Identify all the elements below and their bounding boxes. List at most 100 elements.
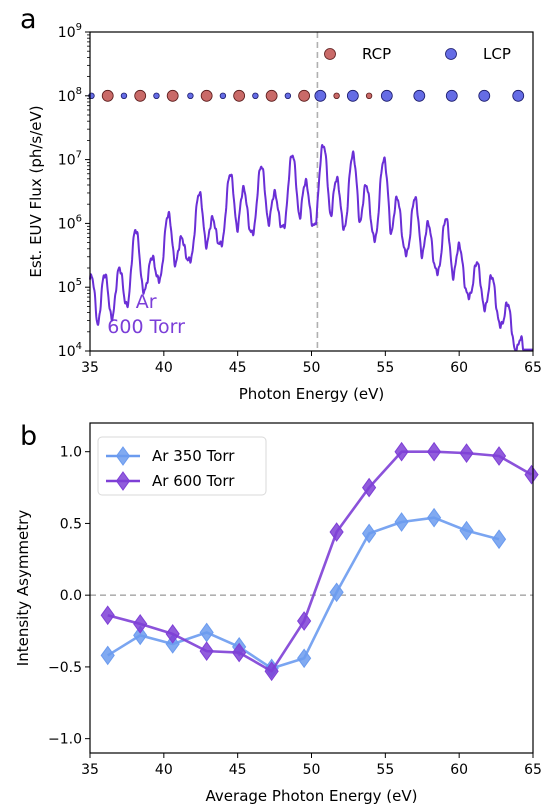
panel-b-series-1-point-9	[394, 441, 409, 462]
panel-a-rcp-point-3	[200, 89, 213, 102]
panel-a-annotation-line-1: Ar	[136, 291, 157, 313]
panel-a-y-tick-base-5: 10	[58, 25, 76, 41]
panel-b-x-tick-label-6: 65	[524, 762, 542, 778]
panel-b-y-tick-label-4: −1.0	[48, 732, 82, 748]
panel-b-series-0-point-9	[394, 512, 409, 532]
panel-b-series-1-point-13	[524, 464, 539, 485]
panel-a-y-tick-exponent-0: 4	[76, 341, 82, 352]
panel-b-series-0-point-8	[361, 523, 377, 544]
panel-a-lcp-point-7	[314, 89, 327, 102]
panel-a-spectrum-line	[89, 143, 534, 351]
panel-b-series-1-point-5	[264, 661, 279, 682]
panel-a-y-tick-exponent-2: 6	[76, 213, 82, 224]
panel-b-series-0-point-10	[426, 507, 442, 528]
panel-a: a Ar 600 Torr RCP LCP Photon Energy (eV)…	[20, 4, 542, 403]
panel-b-x-tick-label-5: 60	[450, 762, 468, 778]
panel-a-x-axis-label: Photon Energy (eV)	[239, 385, 385, 403]
panel-a-rcp-point-6	[298, 89, 311, 102]
panel-b-x-tick-label-3: 50	[303, 762, 321, 778]
panel-b-series-1-point-6	[297, 611, 312, 631]
panel-a-lcp-point-13	[512, 89, 525, 102]
panel-a-x-tick-label-0: 35	[81, 360, 99, 376]
panel-b-legend-marker-0	[115, 446, 131, 466]
panel-a-lcp-point-1	[120, 92, 128, 99]
panel-a-x-tick-label-4: 55	[376, 360, 394, 376]
panel-a-x-tick-label-2: 45	[229, 360, 247, 376]
legend-ar-600-label: Ar 600 Torr	[152, 472, 235, 490]
legend-rcp-marker	[324, 48, 336, 60]
panel-b-y-tick-label-0: 1.0	[60, 445, 82, 461]
panel-a-y-tick-label-0: 104	[58, 341, 82, 360]
panel-a-y-tick-exponent-1: 5	[76, 277, 82, 288]
panel-b-series-1-point-12	[491, 446, 507, 466]
panel-a-y-tick-base-3: 10	[58, 153, 76, 169]
panel-b-x-axis-label: Average Photon Energy (eV)	[206, 787, 418, 805]
panel-a-lcp-point-8	[346, 89, 359, 102]
legend-lcp-label: LCP	[483, 45, 511, 63]
panel-b: b Ar 350 Torr Ar 600 Torr Average Photon…	[14, 421, 542, 805]
panel-a-rcp-point-2	[166, 89, 179, 102]
panel-a-y-tick-exponent-4: 8	[76, 86, 82, 97]
panel-b-legend: Ar 350 Torr Ar 600 Torr	[106, 446, 235, 491]
panel-a-annotation: Ar 600 Torr	[107, 291, 185, 338]
legend-rcp-label: RCP	[362, 45, 391, 63]
panel-b-series-1-point-8	[361, 477, 377, 498]
panel-b-y-tick-label-1: 0.5	[60, 516, 82, 532]
panel-a-y-tick-exponent-3: 7	[76, 150, 82, 161]
panel-b-series-1-point-2	[165, 624, 180, 644]
panel-b-series-0-point-12	[491, 529, 507, 550]
panel-b-series-1-point-3	[199, 641, 214, 661]
panel-b-series-1-point-11	[459, 443, 474, 463]
panel-a-rcp-point-7	[333, 92, 340, 99]
panel-a-y-tick-base-2: 10	[58, 216, 76, 232]
panel-a-lcp-point-4	[219, 92, 227, 99]
panel-b-y-tick-label-3: −0.5	[48, 660, 82, 676]
panel-a-lcp-point-11	[445, 89, 458, 102]
panel-b-series-0-point-1	[133, 625, 148, 646]
panel-a-annotation-line-2: 600 Torr	[107, 316, 185, 338]
panel-b-x-tick-label-0: 35	[81, 762, 99, 778]
panel-b-x-tick-label-2: 45	[229, 762, 247, 778]
panel-a-lcp-point-2	[153, 92, 160, 99]
panel-a-y-tick-label-5: 109	[58, 22, 82, 41]
panel-b-series-1-point-4	[232, 642, 247, 663]
panel-b-x-tick-label-4: 55	[376, 762, 394, 778]
panel-a-y-tick-label-2: 106	[58, 213, 82, 232]
panel-a-y-tick-base-4: 10	[58, 89, 76, 105]
panel-b-series-0-point-7	[329, 582, 344, 603]
panel-a-rcp-point-4	[233, 89, 246, 102]
panel-a-y-tick-label-3: 107	[58, 150, 82, 169]
panel-a-x-tick-label-6: 65	[524, 360, 542, 376]
panel-a-legend: RCP LCP	[324, 45, 511, 63]
panel-b-legend-marker-1	[115, 471, 131, 491]
panel-a-rcp-point-5	[265, 89, 278, 102]
panel-a-letter: a	[20, 4, 37, 35]
panel-a-lcp-point-10	[413, 89, 426, 102]
panel-b-series-0-point-6	[297, 648, 312, 669]
panel-b-y-axis-label: Intensity Asymmetry	[14, 510, 32, 667]
panel-a-y-tick-base-0: 10	[58, 344, 76, 360]
panel-b-x-tick-label-1: 40	[155, 762, 173, 778]
panel-a-y-tick-base-1: 10	[58, 280, 76, 296]
panel-a-y-tick-exponent-5: 9	[76, 22, 82, 33]
panel-b-series-0-point-0	[100, 645, 115, 666]
panel-a-x-tick-label-1: 40	[155, 360, 173, 376]
panel-b-series-0-point-11	[459, 520, 474, 541]
panel-a-y-tick-label-1: 105	[58, 277, 82, 296]
panel-a-rcp-point-0	[101, 89, 114, 102]
panel-a-rcp-point-1	[134, 89, 147, 102]
panel-b-letter: b	[20, 421, 37, 452]
panel-b-series-1-point-1	[133, 614, 148, 634]
panel-a-lcp-point-3	[187, 92, 194, 99]
panel-a-lcp-point-6	[284, 92, 292, 99]
panel-b-series-0-point-2	[165, 634, 180, 654]
legend-ar-350-label: Ar 350 Torr	[152, 447, 235, 465]
legend-lcp-marker	[445, 48, 457, 60]
panel-a-y-axis-label: Est. EUV Flux (ph/s/eV)	[27, 105, 45, 277]
panel-a-rcp-point-8	[365, 92, 373, 99]
panel-a-lcp-point-5	[252, 92, 259, 99]
panel-a-lcp-point-9	[380, 89, 393, 102]
panel-a-x-tick-label-3: 50	[303, 360, 321, 376]
panel-b-y-tick-label-2: 0.0	[60, 588, 82, 604]
